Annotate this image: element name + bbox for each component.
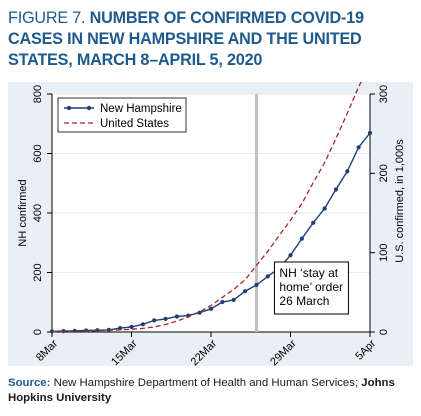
legend-nh-marker [86, 105, 92, 111]
y-right-tick-label: 300 [378, 85, 390, 103]
nh-data-point [174, 314, 179, 319]
figure-title: FIGURE 7. NUMBER OF CONFIRMED COVID-19 C… [8, 8, 418, 71]
line-chart: 0 200 400 600 800 0 100 200 300 8Mar 15Mar 22Mar 29M… [17, 82, 406, 366]
nh-data-point [231, 297, 236, 302]
nh-data-point [243, 289, 248, 294]
y-right-tick-label: 200 [378, 164, 390, 182]
nh-data-point [333, 187, 338, 192]
x-tick-label: 8Mar [34, 337, 60, 363]
x-tick-label: 5Apr [353, 337, 378, 362]
y-right-tick-label: 0 [378, 329, 390, 335]
annotation-box [273, 261, 349, 315]
y-left-axis-label: NH confirmed [17, 179, 29, 246]
us-series-line [51, 82, 362, 333]
x-tick-label: 22Mar [189, 337, 220, 366]
nh-data-point [197, 310, 202, 315]
y-left-tick-label: 800 [32, 85, 44, 103]
figure-label: FIGURE 7. [8, 9, 86, 27]
nh-data-point [208, 306, 214, 311]
y-left-tick-label: 200 [32, 263, 44, 281]
nh-data-point [254, 282, 259, 288]
figure-title-text: NUMBER OF CONFIRMED COVID-19 CASES IN NE… [8, 9, 364, 69]
nh-data-point [356, 145, 361, 150]
source-note: Source: New Hampshire Department of Heal… [8, 376, 416, 406]
nh-data-point [72, 328, 77, 333]
legend-box [57, 97, 187, 133]
x-tick-label: 29Mar [268, 337, 299, 366]
y-right-axis-label: U.S. confirmed, in 1,000s [394, 139, 406, 263]
annotation-text: 26 March [279, 294, 329, 308]
y-right-tick-label: 100 [378, 243, 390, 261]
nh-data-point [311, 220, 316, 225]
nh-data-point [129, 324, 134, 329]
legend-nh-label: New Hampshire [100, 103, 182, 115]
nh-data-point [367, 130, 373, 136]
nh-data-point [322, 206, 327, 211]
nh-data-point [288, 253, 293, 258]
chart-panel: 0 200 400 600 800 0 100 200 300 8Mar 15Mar 22Mar 29M… [8, 82, 413, 366]
annotation-text: home’ order [279, 280, 343, 294]
nh-data-point [299, 236, 304, 241]
legend-nh-marker [66, 105, 72, 111]
x-tick-label: 15Mar [109, 337, 140, 366]
nh-data-point [140, 322, 145, 327]
y-left-tick-label: 600 [32, 144, 44, 162]
nh-data-point [265, 274, 270, 279]
source-text: New Hampshire Department of Health and H… [53, 377, 359, 389]
nh-data-point [163, 316, 168, 321]
nh-data-point [220, 299, 225, 305]
nh-data-point [152, 318, 157, 323]
annotation-text: NH ‘stay at [279, 266, 338, 280]
nh-data-point [345, 169, 350, 174]
y-left-tick-label: 0 [32, 329, 44, 335]
y-left-tick-label: 400 [32, 204, 44, 222]
nh-data-point [118, 326, 123, 331]
legend-us-label: United States [100, 118, 169, 130]
source-label: Source: [8, 377, 51, 389]
source-bold-text: Johns Hopkins University [8, 377, 395, 404]
